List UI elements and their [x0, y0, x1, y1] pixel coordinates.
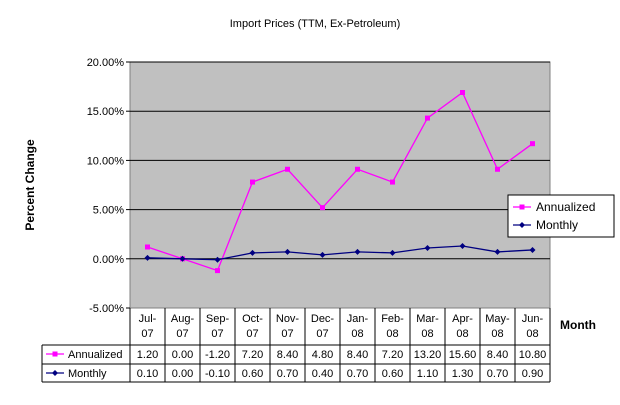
x-tick-label: Dec-	[311, 313, 335, 325]
data-point-annualized	[285, 166, 290, 172]
data-point-monthly	[424, 244, 431, 251]
legend-marker	[519, 204, 525, 210]
data-point-monthly	[354, 248, 361, 255]
data-point-annualized	[250, 179, 255, 185]
table-cell-value: 13.20	[414, 349, 442, 361]
table-cell-value: 0.70	[347, 368, 368, 380]
table-cell-value: -0.10	[205, 368, 230, 380]
data-point-monthly	[214, 256, 221, 263]
data-point-monthly	[529, 246, 536, 253]
x-tick-label: 07	[176, 328, 188, 340]
data-table: Jul- 07 Aug- 07 Sep- 07 Oct- 07 Nov- 07 Dec- 07 Jan-…	[41, 308, 551, 383]
data-point-monthly	[319, 251, 326, 258]
table-cell-value: 8.40	[487, 349, 508, 361]
table-cell-value: 1.20	[137, 349, 158, 361]
legend-label-monthly: Monthly	[536, 218, 578, 232]
x-tick-label: 07	[246, 328, 258, 340]
x-tick-label: 08	[491, 328, 503, 340]
data-point-annualized	[390, 179, 395, 185]
table-cell-value: 0.00	[172, 349, 193, 361]
data-point-monthly	[179, 255, 186, 262]
data-point-monthly	[389, 249, 396, 256]
x-tick-label: 07	[316, 328, 328, 340]
y-tick-label: 15.00%	[87, 106, 125, 118]
table-cell-value: 7.20	[242, 349, 263, 361]
legend-label-annualized: Annualized	[536, 200, 595, 214]
y-tick-label: -5.00%	[89, 303, 124, 315]
y-tick-label: 5.00%	[93, 205, 124, 217]
table-cell-value: 0.00	[172, 368, 193, 380]
x-axis-label: Month	[560, 318, 596, 332]
data-point-annualized	[495, 166, 500, 172]
x-tick-label: Oct-	[242, 313, 263, 325]
x-tick-label: Sep-	[206, 313, 230, 325]
x-tick-label: Mar-	[416, 313, 439, 325]
table-cell-value: 1.30	[452, 368, 473, 380]
data-point-annualized	[530, 141, 535, 147]
x-tick-label: 08	[351, 328, 363, 340]
data-point-monthly	[249, 249, 256, 256]
table-cell-value: 15.60	[449, 349, 477, 361]
x-tick-label: Jan-	[347, 313, 369, 325]
x-tick-label: Nov-	[276, 313, 300, 325]
x-tick-label: 07	[141, 328, 153, 340]
plot-background	[129, 61, 551, 309]
legend-marker	[519, 222, 525, 228]
y-tick-label: 0.00%	[93, 254, 124, 266]
x-tick-label: 07	[211, 328, 223, 340]
table-cell-value: -1.20	[205, 349, 230, 361]
table-cell-value: 0.90	[522, 368, 543, 380]
x-tick-label: Jun-	[522, 313, 544, 325]
data-point-annualized	[460, 90, 465, 96]
table-cell-value: 10.80	[519, 349, 547, 361]
x-tick-label: Aug-	[171, 313, 195, 325]
x-tick-label: Feb-	[381, 313, 404, 325]
x-tick-label: 07	[281, 328, 293, 340]
x-tick-label: 08	[386, 328, 398, 340]
table-cell-value: 8.40	[347, 349, 368, 361]
table-cell-value: 1.10	[417, 368, 438, 380]
data-point-monthly	[284, 248, 291, 255]
chart-title: Import Prices (TTM, Ex-Petroleum)	[230, 18, 401, 30]
table-row-label-annualized: Annualized	[68, 349, 122, 361]
series-line-monthly	[147, 245, 533, 261]
table-cell-value: 4.80	[312, 349, 333, 361]
table-cell-value: 7.20	[382, 349, 403, 361]
table-row-label-monthly: Monthly	[68, 368, 107, 380]
data-point-monthly	[144, 254, 151, 261]
table-cell-value: 0.70	[277, 368, 298, 380]
y-tick-label: 20.00%	[87, 57, 125, 69]
x-tick-label: May-	[485, 313, 510, 325]
legend-box	[507, 194, 615, 238]
data-point-annualized	[145, 244, 150, 250]
table-cell-value: 0.60	[242, 368, 263, 380]
x-tick-label: Apr-	[452, 313, 473, 325]
table-cell-value: 0.40	[312, 368, 333, 380]
data-point-annualized	[320, 205, 325, 211]
data-point-annualized	[215, 268, 220, 274]
table-cell-value: 0.70	[487, 368, 508, 380]
plot-area: 20.00% 15.00% 10.00% 5.00% 0.00% -5.00%	[87, 57, 551, 315]
y-tick-label: 10.00%	[87, 155, 125, 167]
data-point-annualized	[425, 115, 430, 121]
x-tick-label: 08	[421, 328, 433, 340]
data-point-monthly	[494, 248, 501, 255]
legend: Annualized Monthly	[507, 194, 615, 238]
table-legend-marker	[52, 351, 58, 357]
y-axis-label: Percent Change	[23, 139, 37, 231]
table-cell-value: 8.40	[277, 349, 298, 361]
table-cell-value: 0.10	[137, 368, 158, 380]
x-tick-label: 08	[526, 328, 538, 340]
table-cell-value: 0.60	[382, 368, 403, 380]
table-legend-marker	[52, 370, 58, 376]
x-tick-label: Jul-	[139, 313, 157, 325]
data-point-annualized	[355, 166, 360, 172]
series-line-annualized	[147, 91, 533, 272]
data-point-monthly	[459, 243, 466, 250]
x-tick-label: 08	[456, 328, 468, 340]
